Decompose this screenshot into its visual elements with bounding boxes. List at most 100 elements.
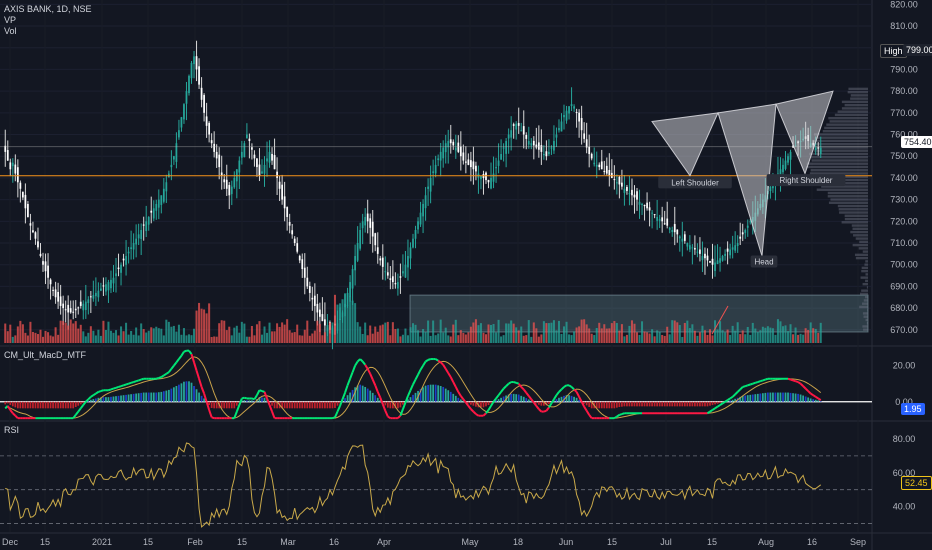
macd-histogram-bar <box>643 401 646 407</box>
volume-bar <box>44 330 47 343</box>
volume-bar <box>809 322 812 343</box>
candle-body <box>54 289 57 298</box>
candle-body <box>188 75 190 94</box>
macd-histogram-bar <box>764 392 767 402</box>
candle-body <box>316 303 319 313</box>
candle-body <box>52 289 54 291</box>
macd-line-segment <box>359 358 364 363</box>
candle-body <box>240 151 243 158</box>
volume-bar <box>427 320 430 343</box>
volume-bar <box>220 320 223 343</box>
candle-body <box>437 158 440 161</box>
macd-histogram-bar <box>809 398 812 402</box>
macd-line-segment <box>550 398 555 404</box>
volume-bar <box>14 335 17 343</box>
macd-line-segment <box>366 368 372 375</box>
macd-line-segment <box>533 401 538 407</box>
volume-bar <box>756 332 759 343</box>
candle-body <box>173 156 175 160</box>
macd-histogram-bar <box>298 401 301 409</box>
volume-bar <box>472 322 475 343</box>
macd-line-segment <box>742 385 746 388</box>
candle-body <box>49 279 52 285</box>
candle-body <box>412 238 414 248</box>
volume-profile-bar <box>865 295 868 299</box>
macd-line-segment <box>125 382 129 386</box>
candle-body <box>749 221 752 223</box>
macd-histogram-bar <box>52 401 54 409</box>
macd-histogram-bar <box>578 399 580 402</box>
macd-line-segment <box>419 365 424 371</box>
macd-line-segment <box>193 362 198 371</box>
candle-body <box>89 296 92 298</box>
macd-line-segment <box>85 398 90 403</box>
candle-body <box>573 106 575 109</box>
macd-histogram-bar <box>475 401 477 407</box>
candle-body <box>185 91 188 104</box>
macd-histogram-bar <box>683 401 686 407</box>
macd-line-segment <box>457 391 462 397</box>
volume-bar <box>590 333 593 343</box>
macd-histogram-bar <box>467 401 470 404</box>
macd-histogram-bar <box>112 396 115 402</box>
volume-profile-bar <box>809 152 868 156</box>
candle-body <box>9 162 12 170</box>
volume-bar <box>686 320 689 343</box>
macd-histogram-bar <box>449 391 452 402</box>
macd-line-segment <box>376 391 382 399</box>
volume-bar <box>42 336 45 343</box>
volume-profile-bar <box>844 214 868 217</box>
candle-body <box>656 216 659 221</box>
candle-body <box>92 295 95 299</box>
volume-profile-bar <box>865 318 868 322</box>
candle-body <box>417 221 419 230</box>
candle-body <box>570 104 573 107</box>
volume-profile-bar <box>844 103 868 107</box>
macd-histogram-bar <box>391 401 394 409</box>
macd-line-segment <box>435 358 439 362</box>
candle-body <box>306 277 309 287</box>
volume-bar <box>593 335 596 343</box>
candle-body <box>419 212 422 225</box>
volume-bar <box>530 336 533 343</box>
candle-body <box>225 179 228 189</box>
macd-histogram-bar <box>734 398 737 402</box>
volume-bar <box>552 320 555 343</box>
volume-profile-bar <box>861 289 868 292</box>
volume-bar <box>69 319 72 343</box>
candle-body <box>273 155 276 170</box>
macd-histogram-bar <box>459 399 462 402</box>
macd-line-segment <box>387 415 391 420</box>
macd-line-segment <box>467 405 472 410</box>
time-tick-label: 16 <box>329 537 339 547</box>
volume-bar <box>200 308 203 343</box>
candle-body <box>432 171 435 173</box>
macd-line-segment <box>208 409 213 418</box>
macd-histogram-bar <box>673 401 676 407</box>
candle-body <box>769 186 772 192</box>
volume-bar <box>731 325 734 343</box>
macd-histogram-bar <box>817 400 820 402</box>
candle-body <box>525 134 528 139</box>
volume-bar <box>459 330 462 343</box>
candle-body <box>605 165 608 174</box>
volume-bar <box>729 334 732 343</box>
volume-bar <box>633 323 636 343</box>
candle-body <box>62 303 65 309</box>
volume-bar <box>492 324 495 343</box>
macd-line-segment <box>812 394 817 398</box>
macd-line-segment <box>719 402 724 406</box>
volume-bar <box>49 335 52 343</box>
macd-line-segment <box>520 386 525 391</box>
macd-line-segment <box>555 391 560 396</box>
time-tick-label: 18 <box>513 537 523 547</box>
volume-bar <box>125 322 128 343</box>
macd-histogram-bar <box>583 401 586 404</box>
macd-line-segment <box>752 381 756 385</box>
candle-body <box>517 123 520 126</box>
volume-profile-bar <box>813 149 868 152</box>
candle-body <box>157 199 160 208</box>
volume-bar <box>769 327 772 343</box>
volume-bar <box>764 327 767 343</box>
